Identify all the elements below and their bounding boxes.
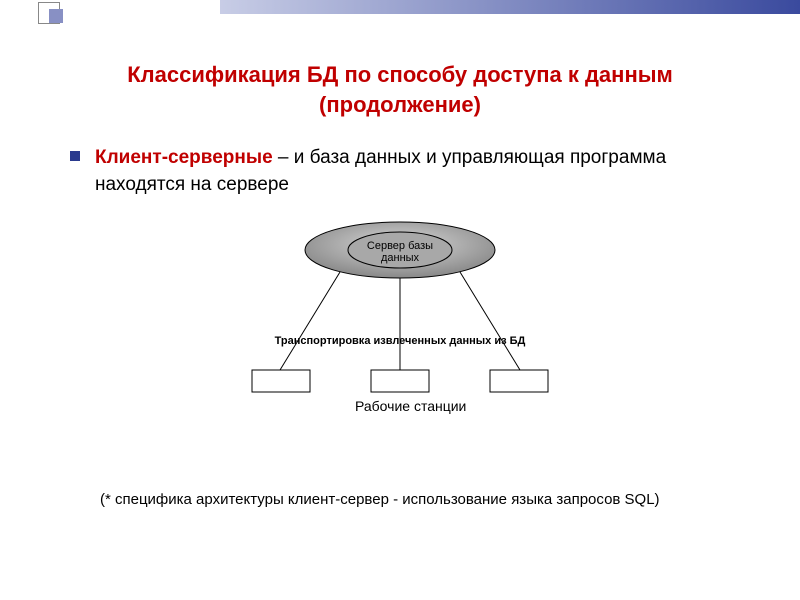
top-square-inner	[49, 9, 63, 23]
transport-label: Транспортировка извлеченных данных из БД	[210, 335, 590, 347]
slide-title: Классификация БД по способу доступа к да…	[50, 60, 750, 119]
bullet-text: Клиент-серверные – и база данных и управ…	[95, 145, 730, 198]
connection-line	[460, 272, 520, 370]
bullet-square-icon	[70, 151, 80, 161]
workstation-box	[252, 370, 310, 392]
workstation-box	[371, 370, 429, 392]
architecture-diagram: Сервер базы данных Транспортировка извле…	[210, 220, 590, 430]
top-decoration	[0, 0, 800, 26]
bullet-item: Клиент-серверные – и база данных и управ…	[70, 145, 730, 198]
body-content: Клиент-серверные – и база данных и управ…	[70, 145, 730, 198]
bullet-emphasis: Клиент-серверные	[95, 147, 273, 168]
server-label: Сервер базы данных	[353, 240, 447, 264]
workstation-box	[490, 370, 548, 392]
footnote: (* специфика архитектуры клиент-сервер -…	[100, 490, 700, 510]
top-gradient	[220, 0, 800, 14]
stations-label: Рабочие станции	[355, 398, 466, 414]
connection-line	[280, 272, 340, 370]
